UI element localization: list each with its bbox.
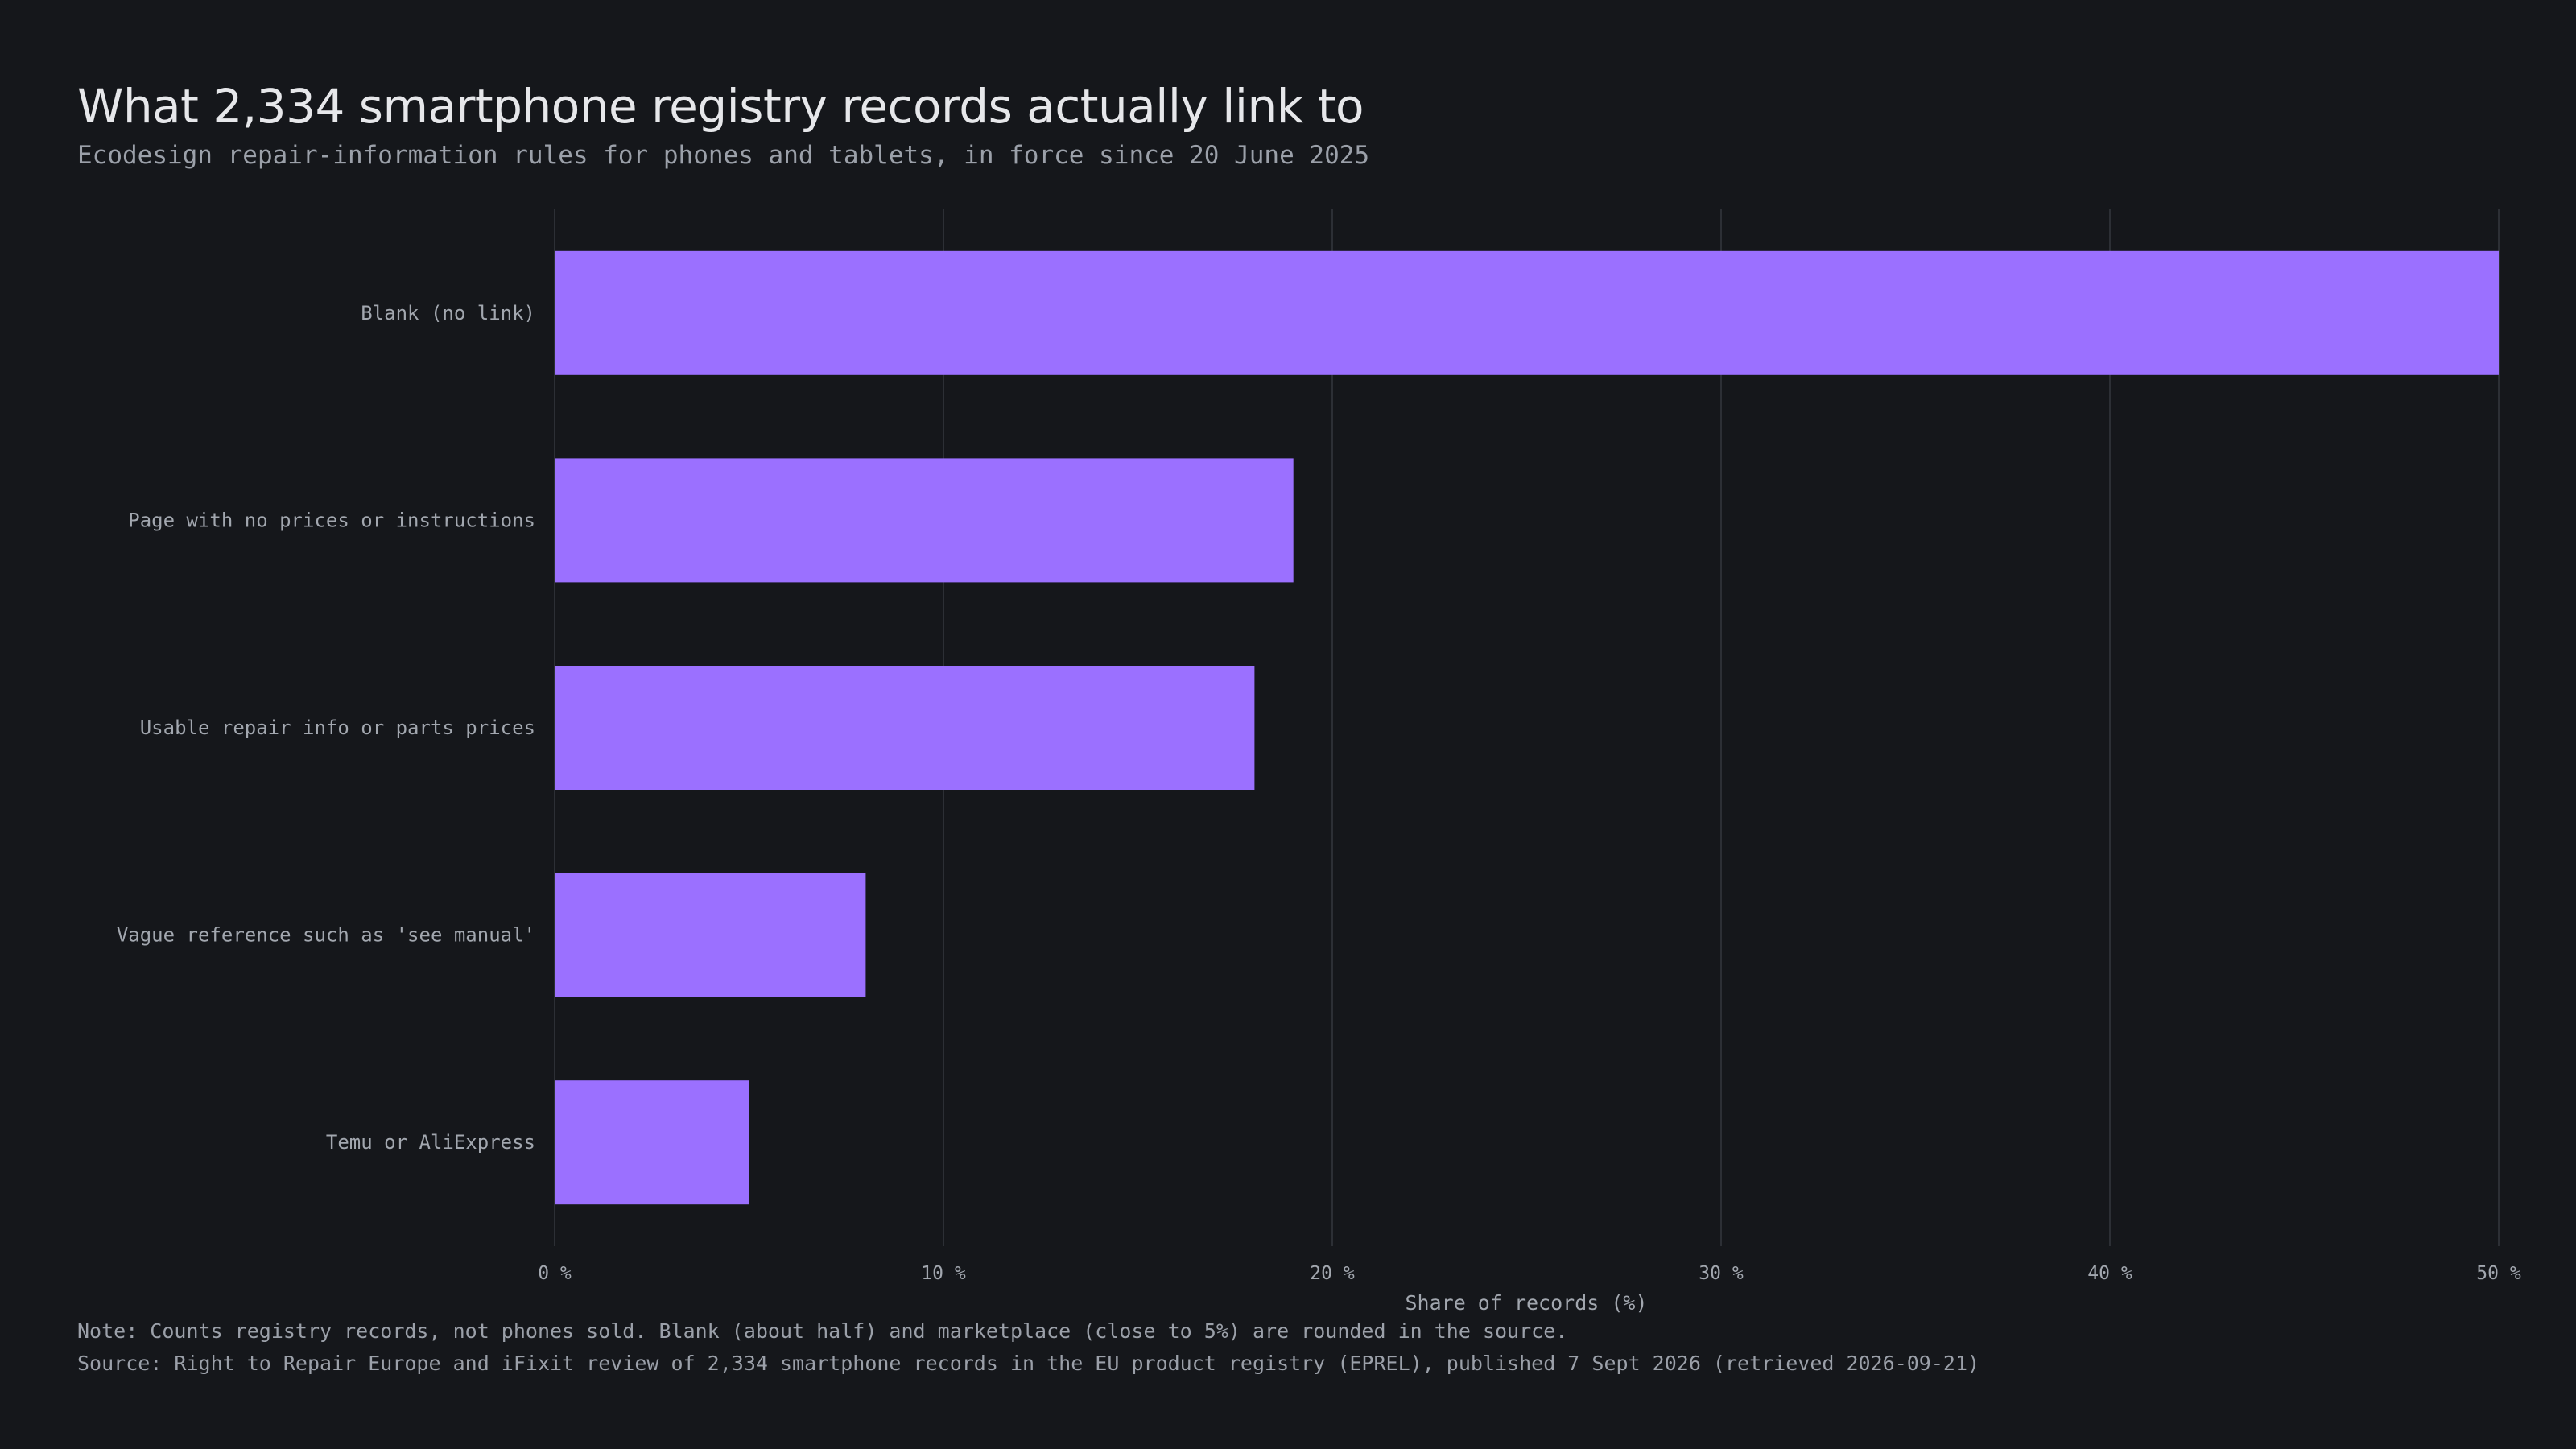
category-label: Usable repair info or parts prices: [140, 716, 535, 739]
footnote-source: Source: Right to Repair Europe and iFixi…: [77, 1352, 1980, 1375]
x-tick-labels: 0 % 10 % 20 % 30 % 40 % 50 %: [538, 1263, 2521, 1284]
x-axis-title: Share of records (%): [1405, 1291, 1647, 1315]
category-label: Temu or AliExpress: [326, 1131, 535, 1154]
x-tick-label: 50 %: [2476, 1263, 2521, 1284]
footnote-note: Note: Counts registry records, not phone…: [77, 1319, 1568, 1343]
category-labels: Blank (no link) Page with no prices or in…: [117, 302, 535, 1154]
x-tick-label: 10 %: [921, 1263, 966, 1284]
bar: [555, 250, 2499, 375]
x-tick-label: 20 %: [1310, 1263, 1355, 1284]
chart-subtitle: Ecodesign repair-information rules for p…: [77, 141, 1370, 170]
x-tick-label: 40 %: [2087, 1263, 2132, 1284]
chart-title: What 2,334 smartphone registry records a…: [77, 79, 1364, 134]
bar: [555, 666, 1255, 790]
bars: [555, 250, 2499, 1205]
bar: [555, 873, 866, 997]
x-tick-label: 0 %: [538, 1263, 572, 1284]
category-label: Page with no prices or instructions: [128, 509, 535, 531]
category-label: Blank (no link): [361, 302, 535, 324]
bar: [555, 458, 1294, 583]
bar: [555, 1080, 749, 1205]
category-label: Vague reference such as 'see manual': [117, 924, 535, 947]
x-tick-label: 30 %: [1699, 1263, 1744, 1284]
